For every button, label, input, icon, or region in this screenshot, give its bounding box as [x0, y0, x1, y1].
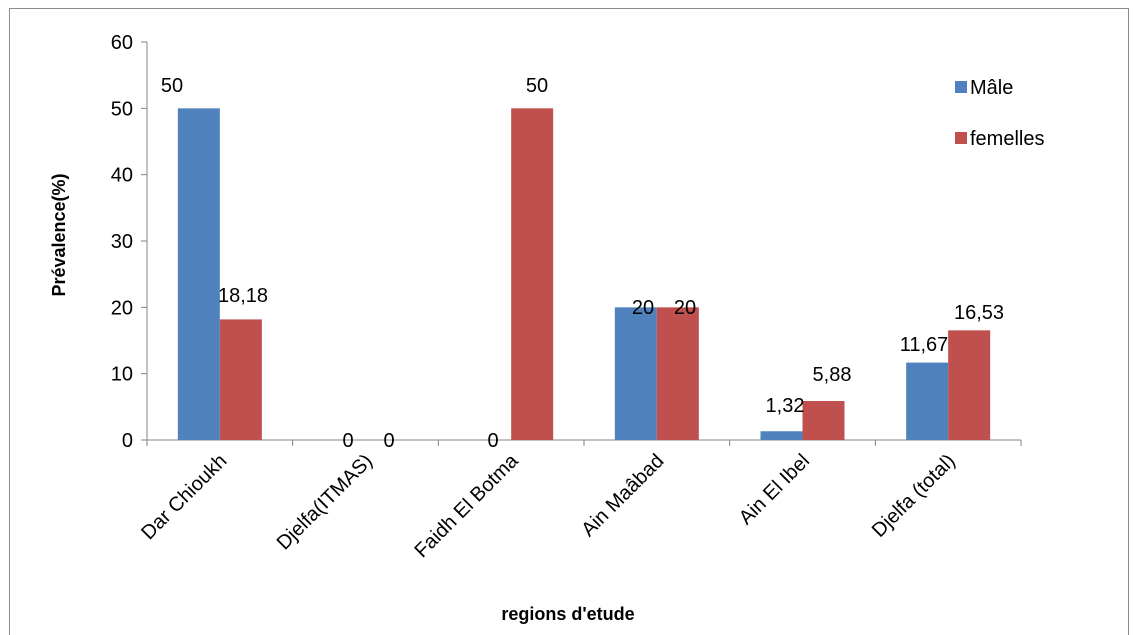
bars [177, 108, 991, 440]
bar-male [906, 362, 949, 440]
legend-swatch [955, 81, 967, 93]
bar-female [219, 319, 262, 440]
y-tick-label: 0 [122, 430, 133, 452]
x-tick-label: Djelfa(ITMAS) [273, 450, 377, 554]
bar-male [760, 431, 803, 440]
bar-female [802, 400, 845, 440]
y-tick-label: 60 [111, 32, 133, 54]
x-tick-label: Ain El Ibel [735, 450, 814, 529]
legend-label: Mâle [970, 77, 1013, 99]
y-axis-title: Prévalence(%) [49, 173, 69, 296]
x-tick-label: Dar Chioukh [137, 450, 231, 544]
data-label: 18,18 [218, 285, 268, 307]
data-label: 20 [674, 297, 696, 319]
data-label: 16,53 [954, 302, 1004, 324]
x-tick-label: Ain Maâbad [577, 450, 668, 541]
bar-male [177, 108, 220, 440]
data-label: 1,32 [766, 395, 805, 417]
legend: Mâle femelles [955, 77, 1044, 150]
axes: 0 10 20 30 40 50 60 [111, 32, 1022, 452]
y-tick-label: 40 [111, 165, 133, 187]
y-tick-label: 50 [111, 98, 133, 120]
data-label: 11,67 [900, 334, 949, 356]
data-label: 0 [342, 430, 353, 452]
x-tick-labels: Dar Chioukh Djelfa(ITMAS) Faidh El Botma Ai… [137, 449, 960, 562]
data-label: 50 [161, 75, 183, 97]
data-label: 0 [383, 430, 394, 452]
x-axis-title: regions d'etude [501, 604, 634, 624]
bar-female [656, 307, 699, 440]
data-label: 0 [487, 430, 498, 452]
x-tick-label: Djelfa (total) [868, 450, 960, 542]
data-label: 50 [526, 75, 548, 97]
x-tick-label: Faidh El Botma [410, 449, 523, 562]
bar-male [614, 307, 657, 440]
bar-female [948, 330, 991, 440]
y-tick-label: 10 [111, 364, 133, 386]
y-tick-label: 20 [111, 297, 133, 319]
data-label: 20 [632, 297, 654, 319]
legend-swatch [955, 132, 967, 144]
legend-label: femelles [970, 128, 1044, 150]
bar-female [511, 108, 554, 440]
y-tick-label: 30 [111, 231, 133, 253]
data-label: 5,88 [813, 364, 852, 386]
